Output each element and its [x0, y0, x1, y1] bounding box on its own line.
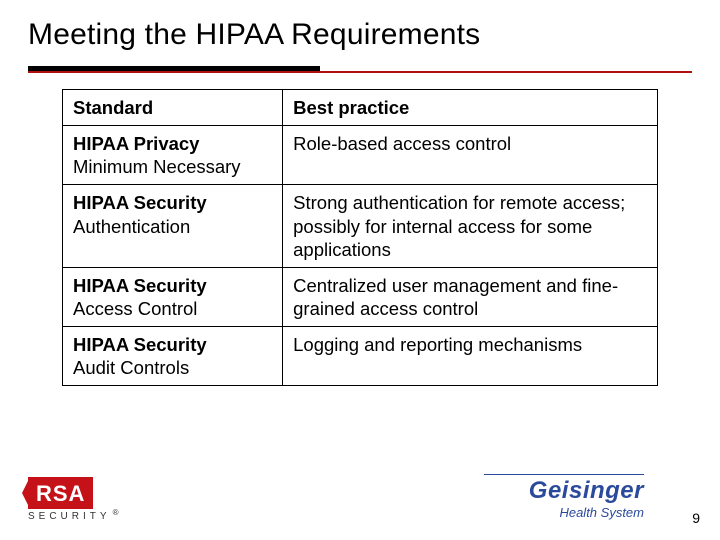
geisinger-logo: Geisinger Health System	[484, 474, 644, 520]
geisinger-logo-text: Geisinger	[484, 477, 644, 505]
std-sub: Authentication	[73, 216, 190, 237]
rsa-logo: RSA SECURITY	[28, 477, 116, 522]
title-rule	[28, 66, 692, 73]
col-header-standard: Standard	[63, 90, 283, 126]
std-bold: HIPAA Security	[73, 334, 207, 355]
page-number: 9	[692, 510, 700, 526]
page-title: Meeting the HIPAA Requirements	[28, 18, 692, 52]
rsa-logo-sub: SECURITY	[28, 511, 116, 522]
table-row: HIPAA Security Access Control Centralize…	[63, 267, 658, 326]
cell-standard: HIPAA Security Authentication	[63, 185, 283, 267]
geisinger-rule	[484, 474, 644, 475]
cell-best-practice: Role-based access control	[283, 126, 658, 185]
std-sub: Audit Controls	[73, 357, 189, 378]
cell-standard: HIPAA Security Access Control	[63, 267, 283, 326]
std-bold: HIPAA Privacy	[73, 133, 199, 154]
std-sub: Access Control	[73, 298, 197, 319]
rule-red	[28, 71, 692, 73]
cell-best-practice: Strong authentication for remote access;…	[283, 185, 658, 267]
footer: RSA SECURITY Geisinger Health System 9	[28, 470, 702, 528]
std-sub: Minimum Necessary	[73, 156, 241, 177]
col-header-best-practice: Best practice	[283, 90, 658, 126]
cell-best-practice: Logging and reporting mechanisms	[283, 327, 658, 386]
geisinger-logo-sub: Health System	[484, 505, 644, 520]
table-row: HIPAA Security Authentication Strong aut…	[63, 185, 658, 267]
cell-standard: HIPAA Privacy Minimum Necessary	[63, 126, 283, 185]
requirements-table-wrap: Standard Best practice HIPAA Privacy Min…	[62, 89, 658, 386]
std-bold: HIPAA Security	[73, 192, 207, 213]
rsa-logo-text: RSA	[28, 477, 93, 509]
cell-standard: HIPAA Security Audit Controls	[63, 327, 283, 386]
table-row: HIPAA Privacy Minimum Necessary Role-bas…	[63, 126, 658, 185]
cell-best-practice: Centralized user management and fine-gra…	[283, 267, 658, 326]
table-row: HIPAA Security Audit Controls Logging an…	[63, 327, 658, 386]
requirements-table: Standard Best practice HIPAA Privacy Min…	[62, 89, 658, 386]
table-header-row: Standard Best practice	[63, 90, 658, 126]
std-bold: HIPAA Security	[73, 275, 207, 296]
slide: Meeting the HIPAA Requirements Standard …	[0, 0, 720, 540]
